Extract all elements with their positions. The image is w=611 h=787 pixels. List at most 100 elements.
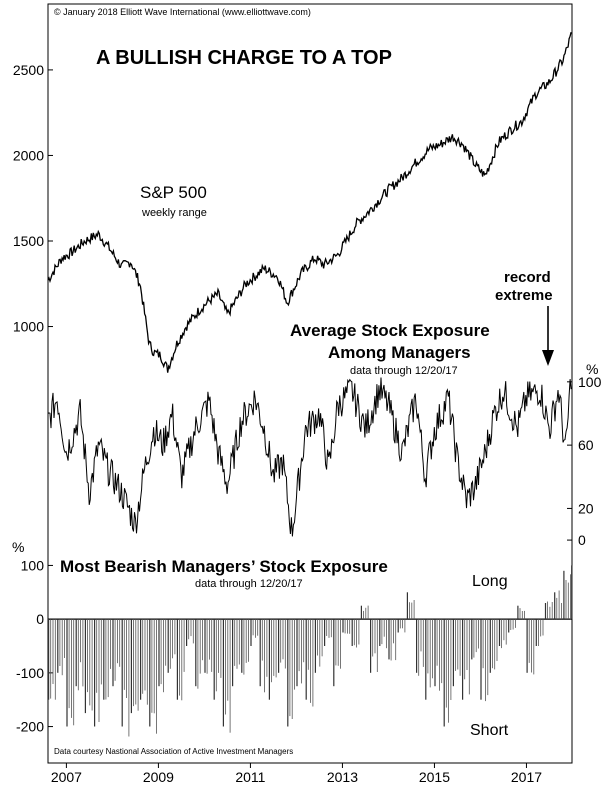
bar-25 (278, 619, 280, 673)
bar-texture-28-3 (312, 619, 314, 707)
bar-texture-8-3 (128, 619, 130, 737)
bar-57 (571, 565, 573, 620)
bar-texture-35-3 (376, 619, 378, 672)
bar-texture-43-2 (448, 619, 449, 723)
bar-texture-20-2 (236, 619, 238, 669)
bar-19 (222, 619, 224, 727)
bar-texture-2-3 (73, 619, 75, 726)
bar-texture-4-1 (87, 619, 88, 693)
bar-texture-51-2 (521, 611, 523, 620)
bar-texture-40-2 (420, 619, 422, 652)
bar-texture-54-1 (547, 601, 548, 620)
bar-texture-29-3 (321, 619, 323, 657)
x-tick-label-2015: 2015 (419, 769, 450, 785)
bar-texture-13-1 (169, 619, 171, 669)
bar-47 (480, 619, 482, 700)
bar-texture-32-2 (347, 619, 348, 634)
bar-texture-48-1 (492, 619, 493, 669)
bar-11 (149, 619, 151, 727)
bar-texture-33-2 (356, 619, 357, 648)
bar-texture-12-2 (163, 619, 164, 693)
bar-texture-33-1 (353, 619, 355, 646)
bar-22 (250, 619, 252, 646)
bar-texture-7-1 (114, 619, 116, 681)
bar-texture-23-2 (264, 619, 265, 693)
bar-texture-44-3 (459, 619, 461, 676)
bar-texture-18-3 (220, 619, 222, 678)
bar-texture-13-2 (172, 619, 173, 659)
bar-4 (84, 619, 86, 714)
bar-texture-55-1 (556, 597, 558, 620)
bar-texture-22-2 (255, 619, 256, 638)
bar-texture-14-2 (181, 619, 183, 701)
bar-texture-18-1 (215, 619, 217, 692)
bar-texture-46-3 (478, 619, 479, 649)
bar-texture-30-1 (326, 619, 328, 636)
panel-1-series-line (47, 377, 572, 537)
bar-15 (186, 619, 188, 646)
x-tick-label-2011: 2011 (235, 769, 265, 785)
bar-41 (425, 619, 427, 700)
bar-texture-4-2 (89, 619, 91, 706)
bar-38 (397, 619, 399, 633)
bar-17 (204, 619, 206, 673)
bar-texture-37-3 (395, 619, 397, 661)
bar-texture-20-3 (238, 619, 240, 665)
bar-46 (471, 619, 473, 660)
bar-texture-21-2 (245, 619, 247, 663)
bar-texture-54-3 (551, 602, 553, 620)
x-tick-label-2017: 2017 (511, 769, 542, 785)
bar-texture-12-3 (165, 619, 167, 666)
bar-texture-46-1 (473, 619, 475, 658)
bar-texture-50-1 (510, 619, 512, 630)
bar-texture-45-1 (464, 619, 466, 680)
bar-45 (462, 619, 464, 700)
bar-texture-37-2 (393, 619, 394, 644)
bar-texture-4-3 (91, 619, 93, 711)
bar-50 (508, 619, 510, 633)
bar-texture-42-3 (441, 619, 443, 684)
bar-43 (443, 619, 445, 727)
bar-texture-10-1 (142, 619, 144, 694)
bar-8 (121, 619, 123, 727)
bar-14 (176, 619, 178, 700)
bar-texture-49-3 (505, 619, 507, 645)
bar-48 (489, 619, 491, 673)
annotation-line-1: record (504, 269, 551, 286)
bar-texture-0-1 (50, 619, 52, 699)
bar-texture-2-2 (71, 619, 72, 718)
bar-16 (195, 619, 197, 687)
bar-0 (48, 619, 50, 700)
bar-44 (452, 619, 454, 687)
bar-texture-51-3 (524, 610, 525, 620)
bar-27 (296, 619, 298, 687)
bar-texture-10-3 (146, 619, 148, 705)
bar-33 (351, 619, 353, 646)
bar-texture-41-1 (427, 619, 429, 674)
bearish-unit: % (12, 539, 24, 555)
panel-2-y-tick-label-0: 0 (36, 611, 44, 627)
panel-0-y-tick-label-1000: 1000 (13, 319, 44, 335)
bar-texture-7-2 (117, 619, 118, 664)
bar-texture-51-1 (519, 608, 521, 620)
sp500-sublabel: weekly range (141, 207, 207, 219)
source-note: Data courtesy Nastional Association of A… (54, 747, 293, 756)
bar-42 (434, 619, 436, 687)
bar-texture-32-3 (349, 619, 351, 634)
bar-texture-47-1 (482, 619, 484, 669)
bar-texture-40-3 (422, 619, 424, 667)
bar-32 (342, 619, 344, 633)
bar-texture-46-2 (475, 619, 477, 653)
bar-texture-29-1 (317, 619, 318, 656)
bar-texture-13-3 (174, 619, 176, 655)
bar-texture-33-3 (358, 619, 360, 645)
x-tick-label-2009: 2009 (143, 769, 174, 785)
bar-texture-53-1 (538, 619, 539, 646)
bar-texture-36-3 (386, 619, 387, 649)
panel-1-y-tick-label-60: 60 (578, 437, 594, 453)
bar-texture-42-2 (439, 619, 440, 691)
bar-39 (406, 592, 408, 620)
bar-texture-8-2 (126, 619, 127, 698)
bar-texture-52-2 (531, 619, 532, 673)
